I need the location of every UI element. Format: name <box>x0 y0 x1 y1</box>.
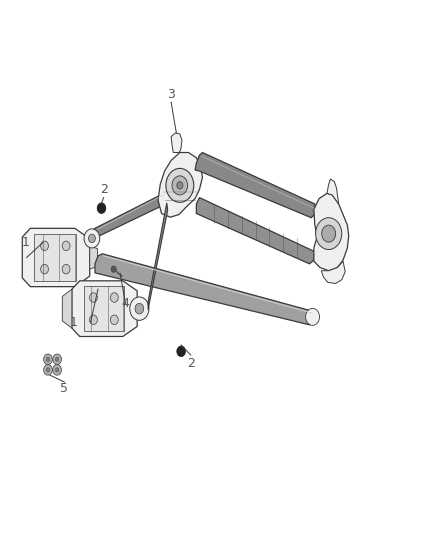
Circle shape <box>55 368 59 372</box>
Circle shape <box>97 203 106 214</box>
Circle shape <box>55 357 59 361</box>
Circle shape <box>62 264 70 274</box>
Circle shape <box>53 354 61 365</box>
Polygon shape <box>88 192 169 246</box>
Circle shape <box>130 297 149 320</box>
Circle shape <box>316 217 342 249</box>
Circle shape <box>110 293 118 302</box>
Polygon shape <box>314 193 349 271</box>
Polygon shape <box>35 234 76 281</box>
Circle shape <box>177 182 183 189</box>
Polygon shape <box>95 254 314 325</box>
Polygon shape <box>84 286 124 331</box>
Text: 5: 5 <box>60 382 68 395</box>
Polygon shape <box>62 289 72 328</box>
Circle shape <box>41 241 49 251</box>
Circle shape <box>135 303 144 314</box>
Circle shape <box>88 234 95 243</box>
Circle shape <box>46 357 49 361</box>
Polygon shape <box>195 152 316 217</box>
Text: 1: 1 <box>21 236 29 249</box>
Circle shape <box>44 354 52 365</box>
Circle shape <box>53 365 61 375</box>
Circle shape <box>306 309 320 325</box>
Polygon shape <box>321 261 345 284</box>
Circle shape <box>177 346 185 357</box>
Polygon shape <box>90 246 98 269</box>
Polygon shape <box>22 228 90 287</box>
Circle shape <box>172 176 187 195</box>
Circle shape <box>41 264 49 274</box>
Text: 3: 3 <box>167 87 175 101</box>
Polygon shape <box>196 198 315 264</box>
Circle shape <box>84 229 100 248</box>
Circle shape <box>322 225 336 242</box>
Polygon shape <box>171 133 182 152</box>
Circle shape <box>46 368 49 372</box>
Polygon shape <box>327 179 339 204</box>
Polygon shape <box>158 152 202 217</box>
Text: 2: 2 <box>187 357 194 369</box>
Circle shape <box>89 293 97 302</box>
Circle shape <box>89 315 97 325</box>
Text: 2: 2 <box>100 183 108 196</box>
Circle shape <box>111 266 116 272</box>
Circle shape <box>110 315 118 325</box>
Text: 4: 4 <box>121 297 129 310</box>
Polygon shape <box>72 281 137 336</box>
Polygon shape <box>148 203 168 310</box>
Circle shape <box>44 365 52 375</box>
Text: 1: 1 <box>69 316 77 329</box>
Circle shape <box>166 168 194 203</box>
Circle shape <box>62 241 70 251</box>
